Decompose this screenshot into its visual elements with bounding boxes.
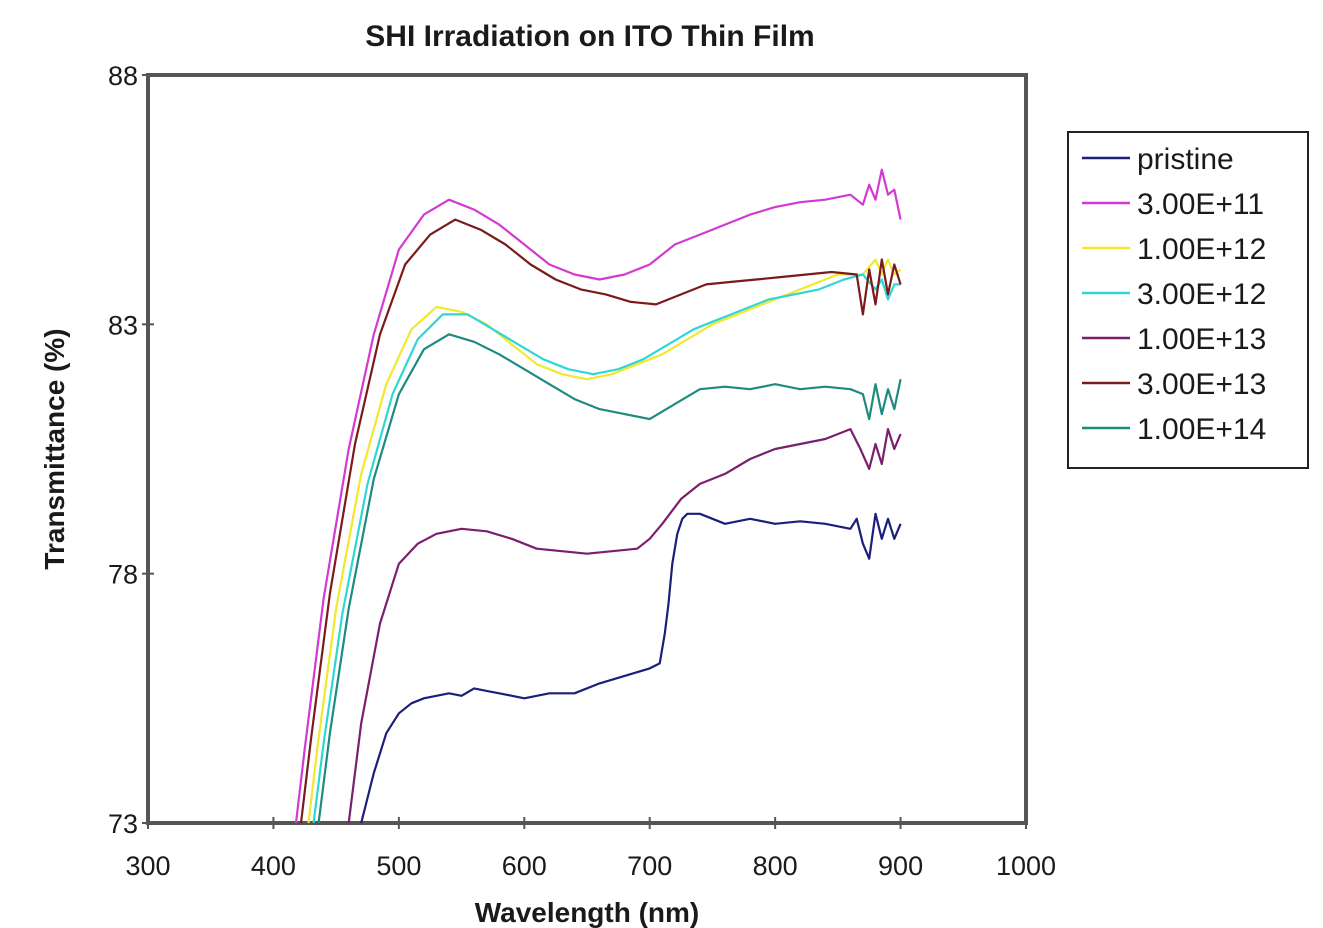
x-tick-label: 800 (753, 851, 798, 881)
series-line-1 (294, 168, 902, 824)
series-line-4 (347, 428, 902, 824)
legend-label: 3.00E+11 (1137, 188, 1264, 221)
legend-label: pristine (1137, 143, 1234, 176)
x-tick-label: 300 (125, 851, 170, 881)
x-tick-label: 700 (627, 851, 672, 881)
legend: pristine 3.00E+11 1.00E+12 3.00E+12 1.00E+13… (1067, 131, 1309, 469)
y-tick-label: 73 (108, 809, 138, 839)
y-tick-label: 88 (108, 61, 138, 91)
series-line-5 (299, 218, 902, 824)
y-axis: 73 78 83 88 (108, 61, 154, 839)
legend-box (1067, 131, 1309, 469)
series-lines (294, 168, 902, 824)
x-tick-label: 400 (251, 851, 296, 881)
x-tick-label: 600 (502, 851, 547, 881)
legend-label: 1.00E+13 (1137, 323, 1266, 356)
legend-label: 1.00E+12 (1137, 233, 1266, 266)
chart-title: SHI Irradiation on ITO Thin Film (365, 20, 814, 53)
legend-label: 3.00E+13 (1137, 368, 1266, 401)
y-tick-label: 78 (108, 560, 138, 590)
x-tick-label: 900 (878, 851, 923, 881)
series-line-6 (317, 333, 902, 824)
plot-area (146, 73, 1028, 825)
series-line-2 (307, 258, 902, 824)
y-axis-title: Transmittance (%) (39, 328, 70, 569)
legend-label: 3.00E+12 (1137, 278, 1266, 311)
x-axis: 300 400 500 600 700 800 900 1000 (125, 817, 1056, 881)
y-tick-label: 83 (108, 310, 138, 340)
series-line-0 (360, 512, 902, 824)
x-tick-label: 1000 (996, 851, 1056, 881)
x-axis-title: Wavelength (nm) (475, 897, 700, 928)
x-tick-label: 500 (376, 851, 421, 881)
legend-label: 1.00E+14 (1137, 413, 1266, 446)
